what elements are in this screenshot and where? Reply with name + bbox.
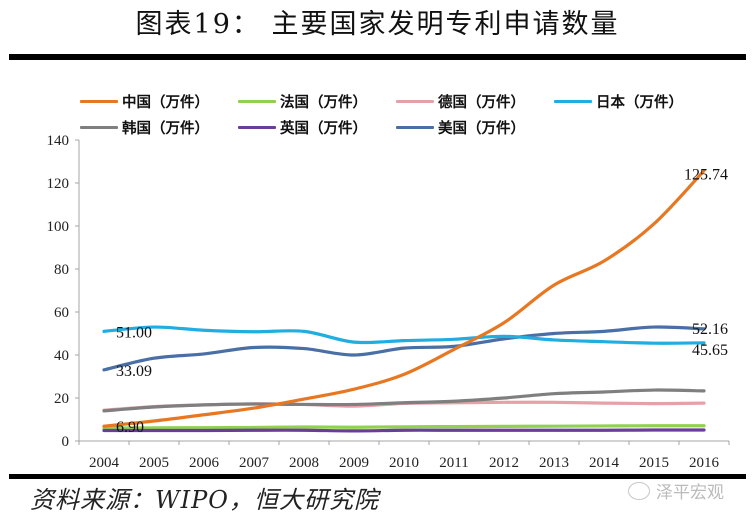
axes: 0 20 40 60 80 100 120 140 2004 2005 2006 2007 2008 20… <box>47 133 730 471</box>
y-tick-label: 60 <box>54 305 69 321</box>
legend-item-china: 中国（万件） <box>80 91 238 112</box>
data-label-usa-2016: 52.16 <box>692 321 728 338</box>
chart-title: 图表19： 主要国家发明专利申请数量 <box>135 9 620 40</box>
legend-label-china: 中国（万件） <box>122 94 209 111</box>
series-line-korea <box>102 388 706 413</box>
legend-swatch-france <box>238 99 276 103</box>
legend-item-germany: 德国（万件） <box>396 91 554 112</box>
legend-label-korea: 韩国（万件） <box>122 120 209 137</box>
x-tick-label: 2013 <box>539 455 569 471</box>
legend-swatch-korea <box>80 125 118 129</box>
legend-swatch-uk <box>238 125 276 129</box>
y-tick-label: 40 <box>54 348 69 364</box>
x-tick-label: 2007 <box>239 455 270 471</box>
data-label-usa-2004: 33.09 <box>116 363 152 380</box>
x-tick-label: 2006 <box>189 455 220 471</box>
series-line-china <box>102 169 706 428</box>
legend-label-germany: 德国（万件） <box>438 94 525 111</box>
legend-item-france: 法国（万件） <box>238 91 396 112</box>
legend-item-usa: 美国（万件） <box>396 117 554 138</box>
top-divider <box>9 54 746 60</box>
series-line-usa <box>102 325 706 372</box>
x-tick-label: 2010 <box>389 455 419 471</box>
watermark-text: 泽平宏观 <box>656 483 724 503</box>
x-tick-label: 2015 <box>639 455 669 471</box>
data-label-china-2004: 6.90 <box>116 419 144 436</box>
series-line-france <box>102 424 706 430</box>
legend-item-korea: 韩国（万件） <box>80 117 238 138</box>
series-line-uk <box>102 428 706 433</box>
legend-label-france: 法国（万件） <box>280 94 367 111</box>
legend-swatch-china <box>80 99 118 103</box>
y-tick-label: 100 <box>47 219 70 235</box>
y-tick-label: 120 <box>47 176 70 192</box>
y-tick-label: 140 <box>47 133 70 149</box>
series-lines <box>102 169 706 433</box>
data-labels: 6.90 125.74 51.00 45.65 33.09 52.16 <box>116 167 728 437</box>
wechat-icon <box>628 481 650 500</box>
y-tick-label: 80 <box>54 262 69 278</box>
x-tick-label: 2005 <box>139 455 169 471</box>
x-tick-label: 2012 <box>489 455 519 471</box>
legend-swatch-germany <box>396 99 434 103</box>
legend-row-2: 韩国（万件） 英国（万件） 美国（万件） <box>80 114 730 140</box>
x-tick-label: 2004 <box>89 455 120 471</box>
series-line-japan <box>102 325 706 345</box>
legend-label-usa: 美国（万件） <box>438 120 525 137</box>
legend-swatch-japan <box>554 99 592 103</box>
chart-legend: 中国（万件） 法国（万件） 德国（万件） 日本（万件） 韩国（万件） 英国（万件… <box>80 88 730 140</box>
data-label-china-2016: 125.74 <box>684 167 728 184</box>
y-tick-label: 0 <box>62 434 70 450</box>
legend-swatch-usa <box>396 125 434 129</box>
x-tick-label: 2011 <box>439 455 468 471</box>
legend-item-japan: 日本（万件） <box>554 91 712 112</box>
data-label-japan-2016: 45.65 <box>692 342 728 359</box>
source-note: 资料来源：WIPO，恒大研究院 <box>30 486 379 514</box>
legend-label-uk: 英国（万件） <box>280 120 367 137</box>
y-tick-label: 20 <box>54 391 69 407</box>
legend-item-uk: 英国（万件） <box>238 117 396 138</box>
watermark: 泽平宏观 <box>628 478 724 503</box>
x-tick-label: 2008 <box>289 455 319 471</box>
bottom-divider <box>9 474 746 479</box>
x-tick-label: 2014 <box>589 455 620 471</box>
legend-label-japan: 日本（万件） <box>596 94 683 111</box>
legend-row-1: 中国（万件） 法国（万件） 德国（万件） 日本（万件） <box>80 88 730 114</box>
x-tick-label: 2016 <box>689 455 720 471</box>
data-label-japan-2004: 51.00 <box>116 324 152 341</box>
x-tick-label: 2009 <box>339 455 369 471</box>
